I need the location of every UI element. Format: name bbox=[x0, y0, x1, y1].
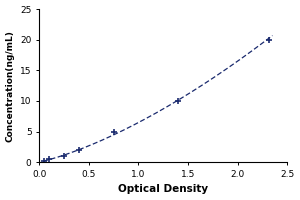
X-axis label: Optical Density: Optical Density bbox=[118, 184, 208, 194]
Y-axis label: Concentration(ng/mL): Concentration(ng/mL) bbox=[6, 30, 15, 142]
